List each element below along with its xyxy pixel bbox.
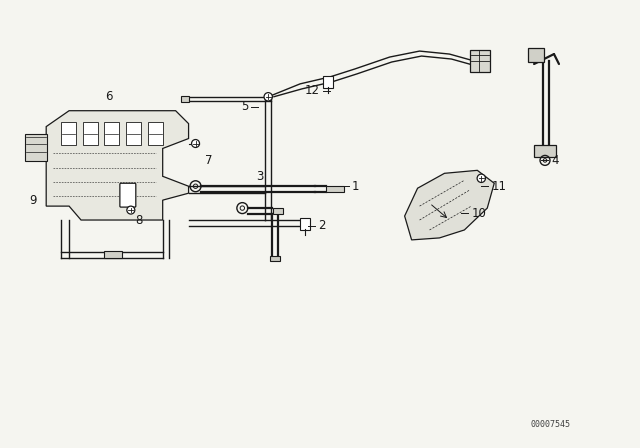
Circle shape bbox=[477, 174, 486, 182]
FancyBboxPatch shape bbox=[148, 122, 163, 146]
Text: 12: 12 bbox=[305, 84, 320, 97]
FancyBboxPatch shape bbox=[126, 122, 141, 146]
FancyBboxPatch shape bbox=[120, 183, 136, 207]
FancyBboxPatch shape bbox=[61, 122, 76, 146]
FancyBboxPatch shape bbox=[528, 48, 544, 62]
FancyBboxPatch shape bbox=[470, 50, 490, 72]
Bar bbox=[326, 186, 344, 192]
Text: 4: 4 bbox=[551, 154, 559, 167]
Text: 1: 1 bbox=[352, 180, 360, 193]
FancyBboxPatch shape bbox=[83, 122, 98, 146]
Bar bbox=[104, 251, 122, 258]
Polygon shape bbox=[46, 111, 189, 220]
Text: 5: 5 bbox=[241, 100, 248, 113]
Circle shape bbox=[127, 206, 135, 214]
Text: 9: 9 bbox=[29, 194, 37, 207]
FancyBboxPatch shape bbox=[300, 218, 310, 230]
Text: 3: 3 bbox=[257, 170, 264, 183]
FancyBboxPatch shape bbox=[104, 122, 120, 146]
FancyBboxPatch shape bbox=[323, 76, 333, 88]
Text: 10: 10 bbox=[471, 207, 486, 220]
Bar bbox=[270, 256, 280, 261]
Text: 11: 11 bbox=[492, 180, 506, 193]
FancyBboxPatch shape bbox=[534, 146, 556, 157]
Text: 2: 2 bbox=[318, 220, 326, 233]
FancyBboxPatch shape bbox=[26, 134, 47, 161]
Circle shape bbox=[191, 139, 200, 147]
Text: 00007545: 00007545 bbox=[531, 420, 571, 429]
Circle shape bbox=[264, 93, 273, 101]
Polygon shape bbox=[404, 170, 494, 240]
Text: 8: 8 bbox=[135, 214, 143, 227]
Bar bbox=[273, 208, 283, 214]
Text: 7: 7 bbox=[205, 154, 212, 167]
Bar bbox=[180, 96, 189, 102]
Text: 6: 6 bbox=[105, 90, 113, 103]
